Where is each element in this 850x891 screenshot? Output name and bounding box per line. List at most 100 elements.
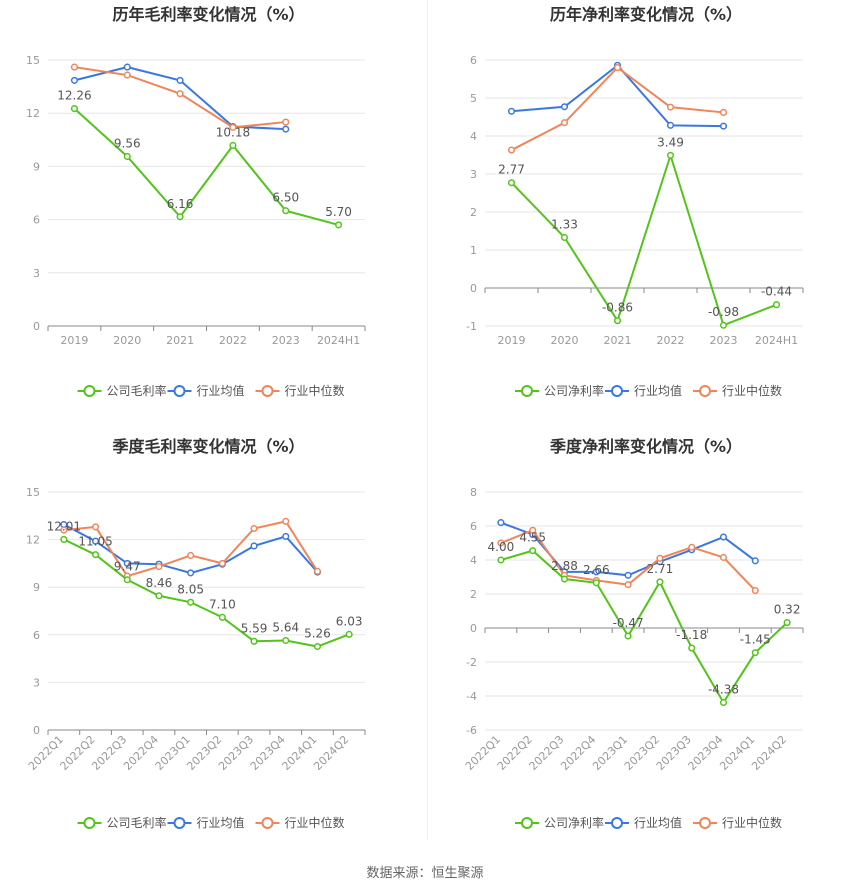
y-tick-label: 0 [33, 320, 40, 333]
data-point [783, 619, 791, 627]
data-point [719, 698, 728, 707]
y-tick-label: 2 [470, 588, 477, 601]
legend-marker [699, 385, 711, 397]
x-tick-label: 2024Q2 [311, 733, 351, 773]
x-tick-label: 2023 [710, 334, 738, 347]
legend-item[interactable]: 公司净利率 [515, 383, 604, 398]
y-tick-label: -2 [466, 656, 477, 669]
series-line [73, 107, 339, 226]
legend-item[interactable]: 公司毛利率 [77, 383, 167, 398]
data-point [155, 592, 163, 600]
y-tick-label: 6 [470, 54, 477, 67]
data-point [123, 152, 131, 161]
data-point [60, 526, 68, 534]
data-point [624, 571, 632, 579]
x-tick-label: 2024H1 [317, 334, 360, 347]
chart-panel-3: 季度毛利率变化情况（%）036912152022Q12022Q22022Q320… [26, 437, 366, 830]
data-point [656, 554, 664, 562]
data-point [497, 539, 505, 547]
legend-item[interactable]: 行业中位数 [693, 383, 782, 398]
legend-label: 行业均值 [634, 383, 682, 398]
chart-title: 季度净利率变化情况（%） [549, 437, 742, 456]
chart-panel-4: 季度净利率变化情况（%）-6-4-2024682022Q12022Q22022Q… [463, 437, 804, 830]
y-tick-label: 9 [33, 160, 40, 173]
series-line [63, 520, 319, 578]
data-point [688, 543, 696, 551]
data-point [187, 551, 195, 560]
x-tick-label: 2021 [604, 334, 632, 347]
series-line [63, 523, 319, 574]
data-point [282, 517, 290, 525]
legend-marker [83, 385, 96, 397]
data-point [92, 551, 100, 559]
y-tick-label: 0 [33, 724, 40, 737]
legend-item[interactable]: 行业均值 [605, 815, 682, 830]
data-label: 1.33 [551, 217, 578, 231]
legend-marker [611, 817, 623, 829]
y-tick-label: 1 [470, 244, 477, 257]
data-point [613, 317, 622, 325]
data-label: 2.77 [498, 163, 525, 177]
vertical-divider [427, 0, 428, 840]
data-point [624, 581, 632, 589]
legend-marker [699, 817, 711, 829]
legend-marker [173, 385, 186, 397]
y-tick-label: 0 [470, 282, 477, 295]
data-point [751, 557, 759, 565]
data-point [282, 125, 290, 133]
data-label: 9.47 [114, 560, 141, 574]
y-tick-label: 4 [470, 554, 477, 567]
legend-marker [261, 817, 274, 829]
legend-item[interactable]: 行业中位数 [693, 815, 782, 830]
y-tick-label: -1 [466, 320, 477, 333]
y-tick-label: -4 [466, 690, 477, 703]
data-label: 5.70 [325, 205, 352, 219]
data-point [176, 213, 184, 221]
data-point [688, 644, 696, 652]
legend-item[interactable]: 行业中位数 [255, 815, 345, 830]
y-tick-label: 3 [33, 267, 40, 280]
legend-label: 公司毛利率 [107, 383, 167, 398]
series-line [74, 66, 286, 131]
data-point [282, 532, 290, 540]
data-label: 9.56 [114, 136, 141, 150]
legend-item[interactable]: 行业均值 [167, 815, 245, 830]
y-tick-label: 12 [26, 534, 40, 547]
y-tick-label: 9 [33, 581, 40, 594]
data-label: 10.18 [216, 125, 250, 139]
y-tick-label: 15 [26, 486, 40, 499]
legend-item[interactable]: 行业均值 [167, 383, 245, 398]
data-point [282, 207, 290, 215]
y-tick-label: -6 [466, 724, 477, 737]
y-tick-label: 2 [470, 206, 477, 219]
legend-item[interactable]: 行业中位数 [255, 383, 345, 398]
data-point [187, 598, 195, 606]
data-label: 6.50 [272, 191, 299, 205]
data-point [70, 105, 78, 113]
legend-marker [521, 817, 533, 829]
legend-item[interactable]: 行业均值 [605, 383, 682, 398]
data-label: 5.64 [272, 621, 299, 635]
data-label: 0.32 [774, 603, 801, 617]
chart-panel-2: 历年净利率变化情况（%） -1 0 1 2 3 4 5 6 2019 2020 2021 2022 202… [466, 5, 804, 398]
legend-item[interactable]: 公司净利率 [515, 815, 604, 830]
legend-item[interactable]: 公司毛利率 [77, 815, 167, 830]
data-point [345, 630, 353, 638]
legend-marker [83, 817, 96, 829]
legend-marker [173, 817, 186, 829]
x-tick-label: 2020 [113, 334, 141, 347]
data-point [123, 576, 131, 584]
data-point [560, 233, 569, 242]
data-point [229, 123, 237, 131]
legend-label: 行业中位数 [722, 815, 782, 830]
legend-label: 公司净利率 [544, 815, 604, 830]
data-label: -1.45 [740, 633, 771, 647]
y-tick-label: 4 [470, 130, 477, 143]
legend-label: 行业均值 [197, 815, 245, 830]
data-point [507, 107, 516, 115]
chart-title: 季度毛利率变化情况（%） [111, 437, 304, 456]
series-line [63, 538, 350, 648]
data-point [282, 636, 290, 645]
y-tick-label: 5 [470, 92, 477, 105]
